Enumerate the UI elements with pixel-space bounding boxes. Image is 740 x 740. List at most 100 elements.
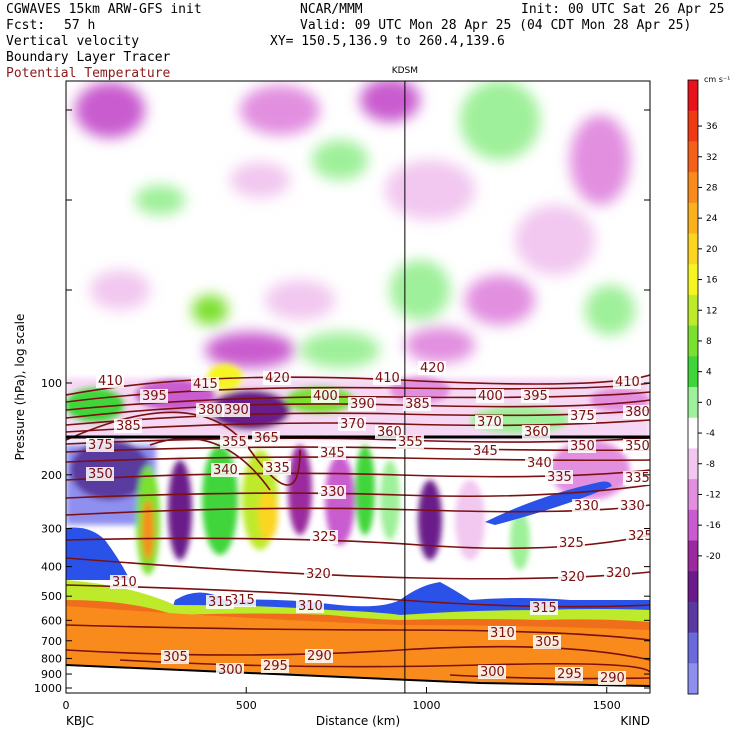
svg-text:290: 290 [600,671,625,686]
contour-label: 350 [623,439,650,454]
contour-label: 315 [228,593,256,608]
left-station-label: KBJC [66,714,94,728]
svg-text:305: 305 [163,650,188,665]
theta-contour-14 [66,584,650,608]
contour-label: 345 [471,444,499,459]
contour-label: 325 [310,530,338,545]
colorbar-swatch [688,110,698,142]
svg-text:355: 355 [222,435,247,450]
y-tick-label-9: 1000 [34,682,62,695]
contour-label: 400 [476,389,504,404]
svg-text:325: 325 [559,536,584,551]
svg-text:355: 355 [398,435,423,450]
contour-label: 410 [96,374,124,389]
svg-text:325: 325 [628,529,653,544]
velocity-shading-mid [66,440,630,575]
y-tick-label-5: 600 [41,614,62,627]
contour-label: 355 [220,435,248,450]
contour-label: 310 [110,575,138,590]
colorbar-tick-label: -20 [706,552,721,562]
contour-label: 390 [348,397,376,412]
contour-label: 350 [86,467,114,482]
svg-text:320: 320 [606,566,631,581]
colorbar-tick-label: -8 [706,460,715,470]
y-tick-label-7: 800 [41,652,62,665]
init-time: Init: 00 UTC Sat 26 Apr 25 [521,2,725,17]
svg-text:350: 350 [570,439,595,454]
svg-text:320: 320 [560,570,585,585]
colorbar-tick-label: 8 [706,337,712,347]
svg-text:415: 415 [193,377,218,392]
x-tick-label-2: 1000 [412,699,440,712]
contour-label: 420 [418,361,446,376]
colorbar-tick-label: -16 [706,521,721,531]
colorbar-swatch [688,663,698,695]
svg-text:300: 300 [480,665,505,680]
y-tick-label-2: 300 [41,523,62,536]
contour-label: 350 [568,439,596,454]
x-tick-label-0: 0 [63,699,70,712]
svg-text:375: 375 [88,438,113,453]
svg-text:400: 400 [313,389,338,404]
contour-label: 290 [598,671,626,686]
svg-text:310: 310 [490,626,515,641]
colorbar-swatch [688,172,698,204]
svg-text:335: 335 [625,471,650,486]
svg-text:395: 395 [523,389,548,404]
x-axis-title: Distance (km) [316,714,400,728]
colorbar-tick-label: 0 [706,398,712,408]
svg-text:350: 350 [625,439,650,454]
svg-text:335: 335 [265,461,290,476]
svg-text:315: 315 [230,593,255,608]
contour-label: 340 [525,456,553,471]
contour-label: 375 [568,409,596,424]
contour-label: 380 [623,405,650,420]
contour-label: 345 [318,446,346,461]
field-vertical-velocity: Vertical velocity [6,34,140,49]
x-tick-label-1: 500 [236,699,257,712]
contour-label: 365 [252,431,280,446]
theta-contour-10 [66,484,650,499]
svg-text:370: 370 [477,415,502,430]
colorbar-tick-label: -12 [706,490,721,500]
contour-label: 330 [318,485,346,500]
svg-text:385: 385 [405,397,430,412]
colorbar-swatch [688,141,698,173]
contour-label: 310 [488,626,516,641]
svg-text:340: 340 [527,456,552,471]
colorbar-swatch [688,202,698,234]
svg-text:345: 345 [473,444,498,459]
svg-text:390: 390 [350,397,375,412]
forecast-label: Fcst: [6,18,46,33]
y-axis-title: Pressure (hPa), log scale [13,314,27,461]
theta-contour-20 [149,437,271,491]
colorbar-swatch [688,294,698,327]
contour-label: 335 [623,471,650,486]
svg-text:315: 315 [532,601,557,616]
y-tick-label-8: 900 [41,668,62,681]
contour-label: 370 [475,415,503,430]
svg-text:300: 300 [218,663,243,678]
contour-label: 290 [305,649,333,664]
svg-text:420: 420 [420,361,445,376]
theta-contour-5 [66,419,650,433]
svg-text:410: 410 [98,374,123,389]
contour-label: 300 [478,665,506,680]
contour-label: 340 [211,463,239,478]
contour-label: 385 [403,397,431,412]
colorbar-unit: cm s⁻¹ [704,75,730,84]
svg-text:295: 295 [557,667,582,682]
colorbar-swatch [688,356,698,388]
colorbar-swatch [688,233,698,265]
y-tick-label-1: 200 [41,469,62,482]
contour-label: 415 [191,377,219,392]
svg-text:420: 420 [265,371,290,386]
contour-label: 300 [216,663,244,678]
contour-label: 315 [530,601,558,616]
contour-label: 320 [604,566,632,581]
colorbar-swatch [688,80,698,112]
colorbar-tick-label: 24 [706,214,718,224]
colorbar-swatch [688,540,698,572]
colorbar-swatch [688,448,698,480]
colorbar-swatch [688,325,698,357]
